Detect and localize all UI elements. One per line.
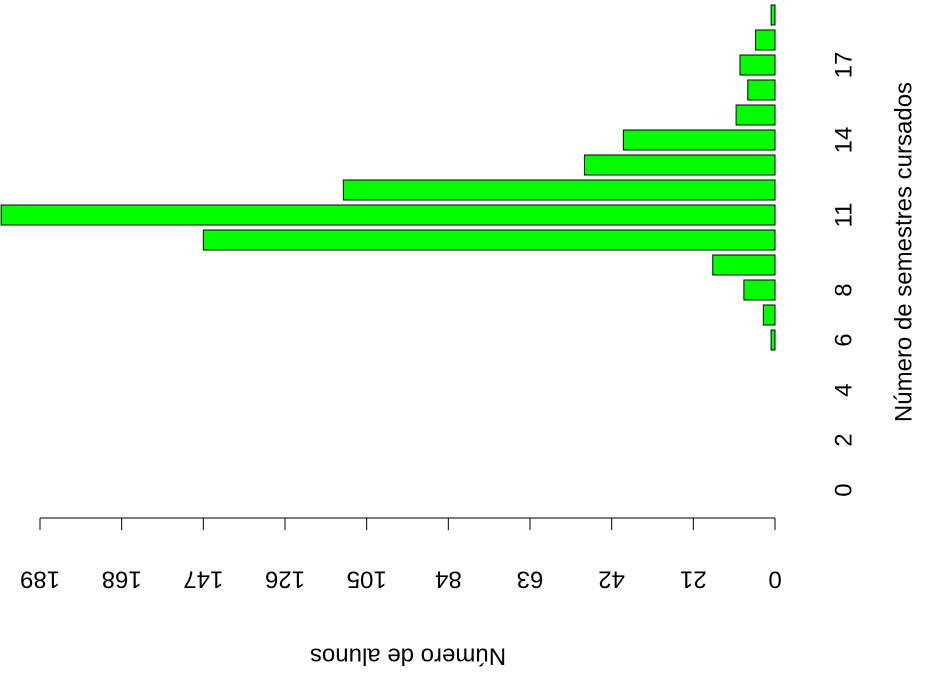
bar [583,154,776,176]
bar [202,229,776,251]
x-tick-label: 168 [102,566,142,593]
x-tick-label: 126 [265,566,305,593]
x-tick-label: 63 [517,566,544,593]
y-tick-label: 17 [830,52,857,79]
x-tick-label: 147 [183,566,223,593]
y-axis-title: Número de semestres cursados [890,82,917,422]
bar [747,79,776,101]
bar [770,4,776,26]
y-tick-label: 14 [830,127,857,154]
bar [0,204,776,226]
bar [762,304,776,326]
y-tick-label: 11 [830,203,857,228]
y-tick-label: 4 [830,383,857,396]
bar [622,129,776,151]
bar [743,279,776,301]
x-tick-label: 105 [347,566,387,593]
x-tick-label: 21 [680,566,707,593]
x-tick-label: 84 [435,566,462,593]
bar [735,104,776,126]
y-tick-label: 2 [830,433,857,446]
y-tick-label: 0 [830,483,857,496]
bar [755,29,776,51]
bar [770,329,776,351]
x-tick-label: 189 [20,566,60,593]
bar [739,54,776,76]
y-tick-label: 6 [830,333,857,346]
y-tick-label: 8 [830,283,857,296]
bar [712,254,776,276]
x-tick-label: 42 [598,566,625,593]
bar [342,179,776,201]
x-tick-label: 0 [768,566,781,593]
x-axis-title: Número de alunos [310,643,506,670]
